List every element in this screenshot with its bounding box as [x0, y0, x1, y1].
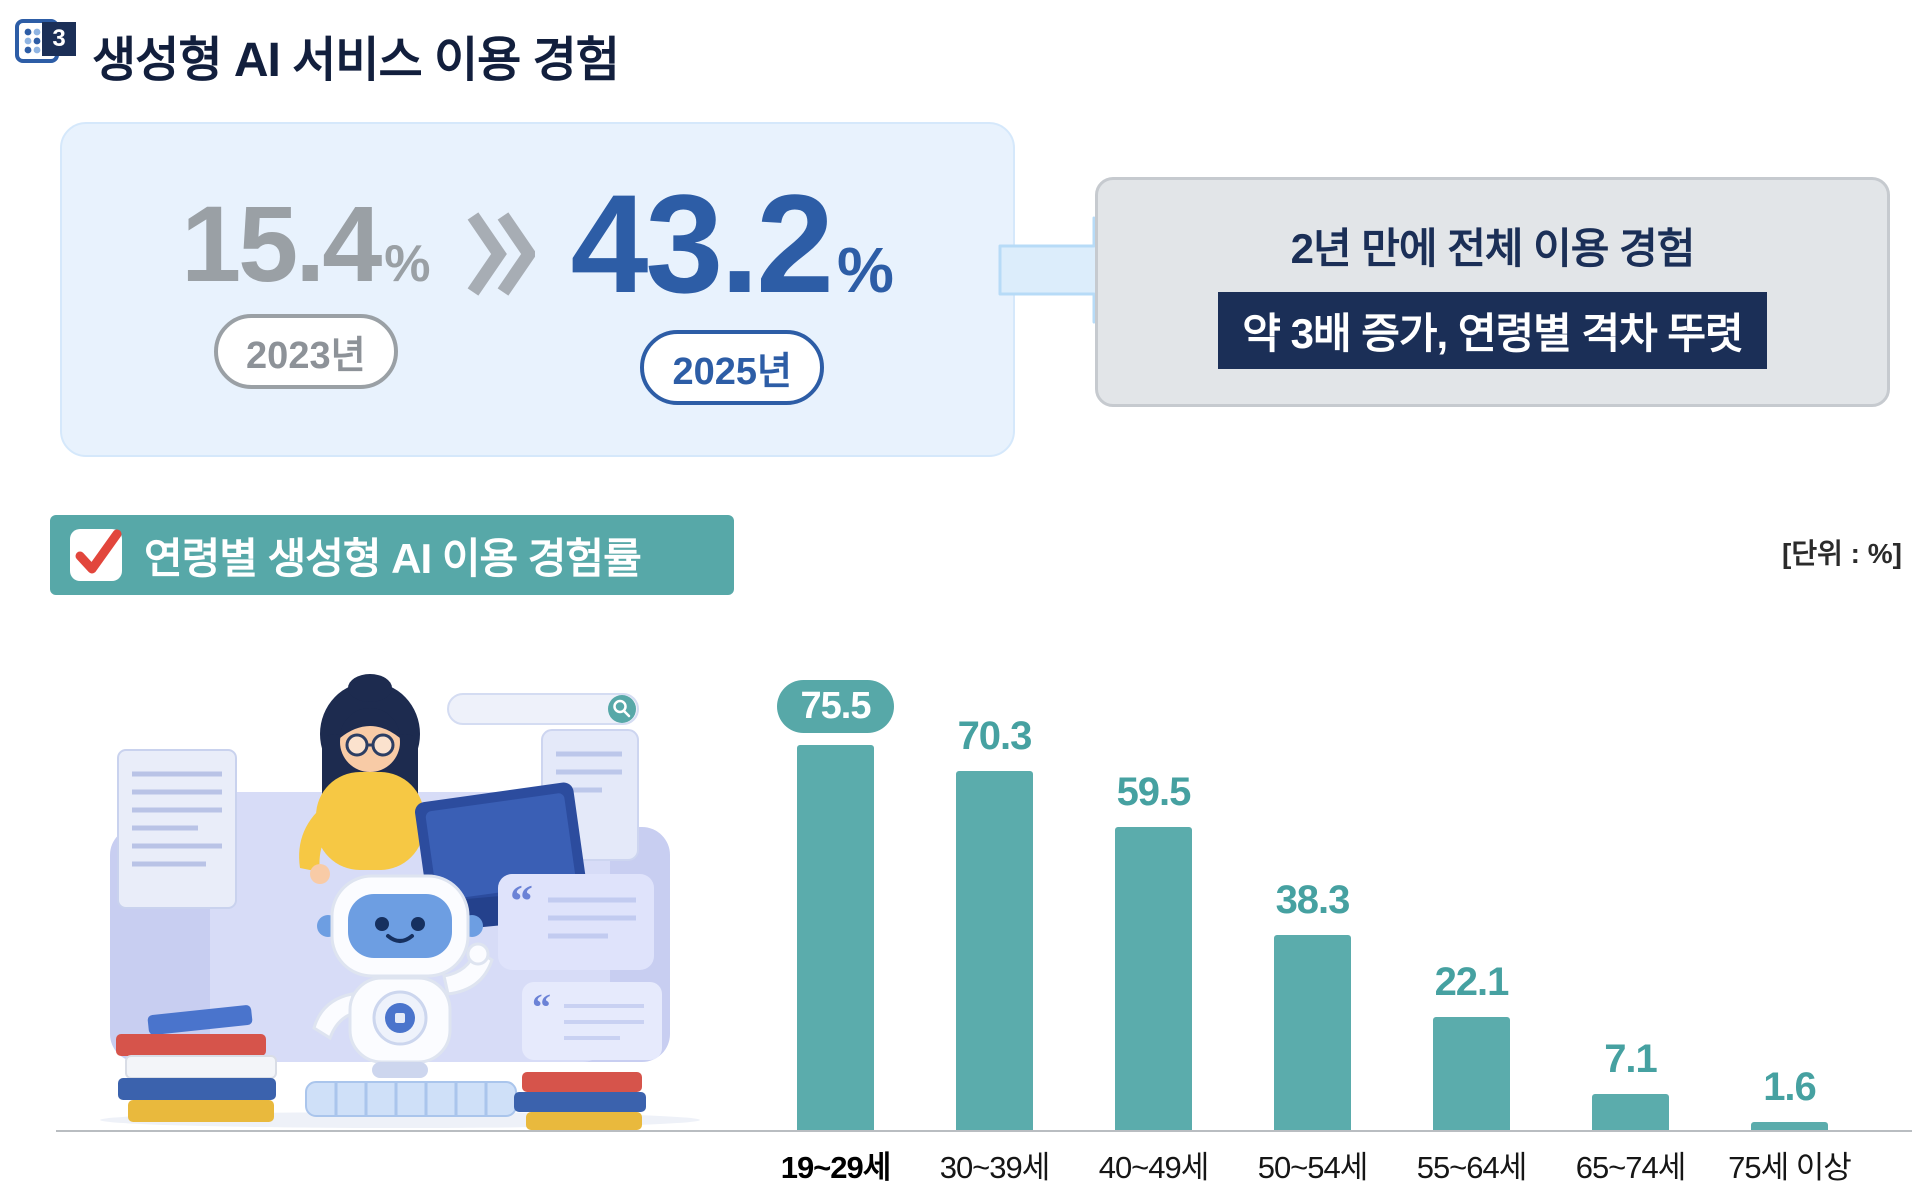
category-label: 19~29세	[780, 1150, 892, 1185]
bar-column: 75.5	[756, 679, 915, 1130]
svg-text:“: “	[532, 987, 551, 1029]
category-label: 75세 이상	[1728, 1150, 1852, 1185]
stat-2023-value: 15.4	[181, 183, 382, 304]
section-number-badge: 3	[42, 22, 76, 56]
bar	[956, 771, 1033, 1130]
bar	[1592, 1093, 1669, 1130]
callout-highlight: 약 3배 증가, 연령별 격차 뚜렷	[1218, 292, 1767, 369]
summary-panel: 15.4% 2023년 43.2% 2025년	[60, 122, 1015, 457]
bar-column: 22.1	[1392, 960, 1551, 1130]
bar-column: 38.3	[1233, 878, 1392, 1130]
bar-value-label: 70.3	[957, 714, 1033, 759]
bar-value-label: 22.1	[1434, 960, 1510, 1005]
category-label: 30~39세	[939, 1150, 1051, 1185]
checkbox-icon	[70, 529, 122, 581]
bar	[1751, 1121, 1828, 1130]
bar	[1274, 934, 1351, 1130]
year-badge-2025: 2025년	[640, 330, 824, 405]
bar	[1433, 1017, 1510, 1130]
bar-value-label: 75.5	[776, 679, 895, 733]
chart-section-title: 연령별 생성형 AI 이용 경험률	[144, 534, 642, 582]
bar	[1115, 826, 1192, 1130]
svg-text:“: “	[510, 875, 533, 926]
double-chevron-icon	[467, 211, 535, 296]
stat-2025-number: 43.2%	[571, 174, 894, 314]
stat-2023-number: 15.4%	[181, 190, 430, 298]
chart-baseline	[56, 1130, 1912, 1132]
category-label: 50~54세	[1257, 1150, 1369, 1185]
bar-value-label: 38.3	[1275, 877, 1351, 922]
bar-column: 7.1	[1551, 1037, 1710, 1130]
unit-note: [단위 : %]	[1782, 538, 1902, 569]
illustration: “ “	[100, 674, 700, 1130]
stat-2025-value: 43.2	[570, 165, 834, 322]
page-title: 생성형 AI 서비스 이용 경험	[92, 34, 620, 87]
category-labels: 19~29세 30~39세 40~49세 50~54세 55~64세 65~74세 75세 …	[756, 1142, 1869, 1187]
bar-column: 59.5	[1074, 770, 1233, 1130]
category-label: 55~64세	[1416, 1150, 1528, 1185]
percent-sign: %	[384, 235, 431, 293]
category-label: 65~74세	[1575, 1150, 1687, 1185]
callout-text: 2년 만에 전체 이용 경험	[1290, 225, 1696, 272]
category-label: 40~49세	[1098, 1150, 1210, 1185]
stat-2025: 43.2% 2025년	[571, 174, 894, 405]
bar-column: 1.6	[1710, 1065, 1869, 1130]
bar	[797, 744, 874, 1130]
bar-value-label: 1.6	[1763, 1064, 1817, 1109]
bar-value-label: 7.1	[1604, 1036, 1658, 1081]
bar-value-label: 59.5	[1116, 769, 1192, 814]
percent-sign: %	[837, 234, 894, 306]
bar-columns: 75.5 70.3 59.5 38.3 22.1 7.1 1.6	[756, 679, 1869, 1130]
bar-column: 70.3	[915, 714, 1074, 1130]
chart-section-header: 연령별 생성형 AI 이용 경험률	[50, 515, 734, 595]
callout-panel: 2년 만에 전체 이용 경험 약 3배 증가, 연령별 격차 뚜렷	[1095, 177, 1890, 407]
header: 3 생성형 AI 서비스 이용 경험	[14, 18, 620, 90]
year-badge-2023: 2023년	[214, 314, 398, 389]
stat-2023: 15.4% 2023년	[181, 190, 431, 389]
